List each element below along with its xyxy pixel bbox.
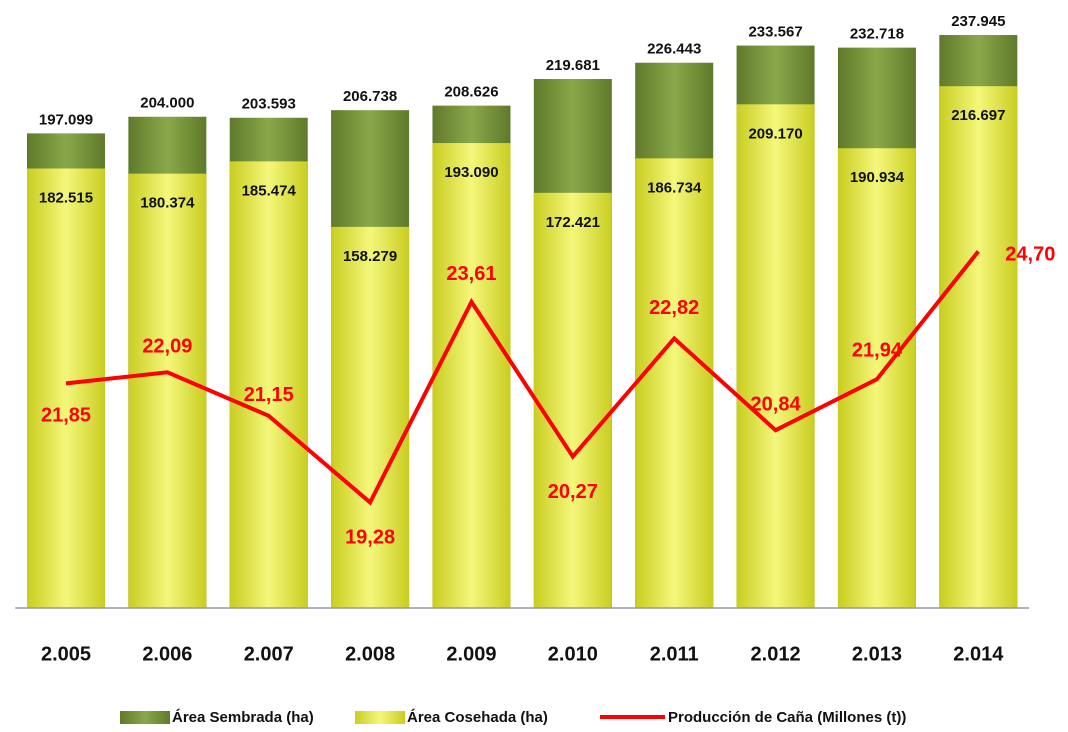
bar xyxy=(736,104,815,609)
legend-label: Área Sembrada (ha) xyxy=(172,709,314,726)
line xyxy=(65,250,980,506)
data-label: 209.170 xyxy=(748,125,802,142)
data-label: 216.697 xyxy=(951,107,1005,124)
data-label: 233.567 xyxy=(748,24,802,41)
data-label: 20,84 xyxy=(751,393,802,415)
data-label: 24,70 xyxy=(1005,244,1055,266)
data-label: 21,15 xyxy=(244,384,294,406)
data-label: 193.090 xyxy=(444,164,498,181)
data-label: 22,82 xyxy=(649,297,699,319)
bar xyxy=(229,161,308,608)
data-label: 226.443 xyxy=(647,41,701,58)
legend-label: Área Cosehada (ha) xyxy=(407,709,548,726)
bar xyxy=(26,168,105,608)
x-tick-label: 2.008 xyxy=(345,643,395,665)
legend-swatch xyxy=(355,711,405,724)
data-label: 23,61 xyxy=(446,263,496,285)
x-tick-label: 2.006 xyxy=(142,643,192,665)
data-label: 180.374 xyxy=(140,195,195,212)
bar xyxy=(533,192,612,608)
x-tick-label: 2.012 xyxy=(751,643,801,665)
bar xyxy=(635,158,714,608)
x-tick-label: 2.011 xyxy=(650,643,699,665)
x-tick-label: 2.007 xyxy=(244,643,294,665)
data-label: 203.593 xyxy=(242,96,296,113)
data-label: 232.718 xyxy=(850,26,904,43)
data-label: 186.734 xyxy=(647,179,702,196)
data-label: 237.945 xyxy=(951,13,1005,30)
x-tick-label: 2.005 xyxy=(41,643,91,665)
x-tick-label: 2.009 xyxy=(446,643,496,665)
data-label: 182.515 xyxy=(39,189,93,206)
data-label: 204.000 xyxy=(140,95,194,112)
legend-swatch xyxy=(120,711,170,724)
legend-label: Producción de Caña (Millones (t)) xyxy=(668,709,906,726)
data-label: 197.099 xyxy=(39,111,93,128)
data-label: 21,94 xyxy=(852,340,903,362)
x-tick-label: 2.010 xyxy=(548,643,598,665)
bar xyxy=(128,173,207,608)
bar xyxy=(331,226,410,608)
x-tick-label: 2.013 xyxy=(852,643,902,665)
data-label: 172.421 xyxy=(546,214,600,231)
data-label: 22,09 xyxy=(142,336,192,358)
data-label: 185.474 xyxy=(242,182,297,199)
data-label: 219.681 xyxy=(546,57,600,74)
data-label: 21,85 xyxy=(41,405,91,427)
data-label: 158.279 xyxy=(343,248,397,265)
data-label: 208.626 xyxy=(444,84,498,101)
bar xyxy=(939,86,1018,609)
data-label: 206.738 xyxy=(343,88,397,105)
bar xyxy=(432,143,511,608)
data-label: 190.934 xyxy=(850,169,905,186)
data-label: 20,27 xyxy=(548,481,598,503)
x-tick-label: 2.014 xyxy=(953,643,1004,665)
data-label: 19,28 xyxy=(345,527,395,549)
